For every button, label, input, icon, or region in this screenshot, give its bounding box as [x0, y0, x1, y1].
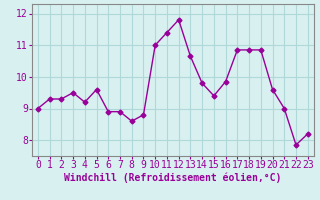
X-axis label: Windchill (Refroidissement éolien,°C): Windchill (Refroidissement éolien,°C)	[64, 173, 282, 183]
